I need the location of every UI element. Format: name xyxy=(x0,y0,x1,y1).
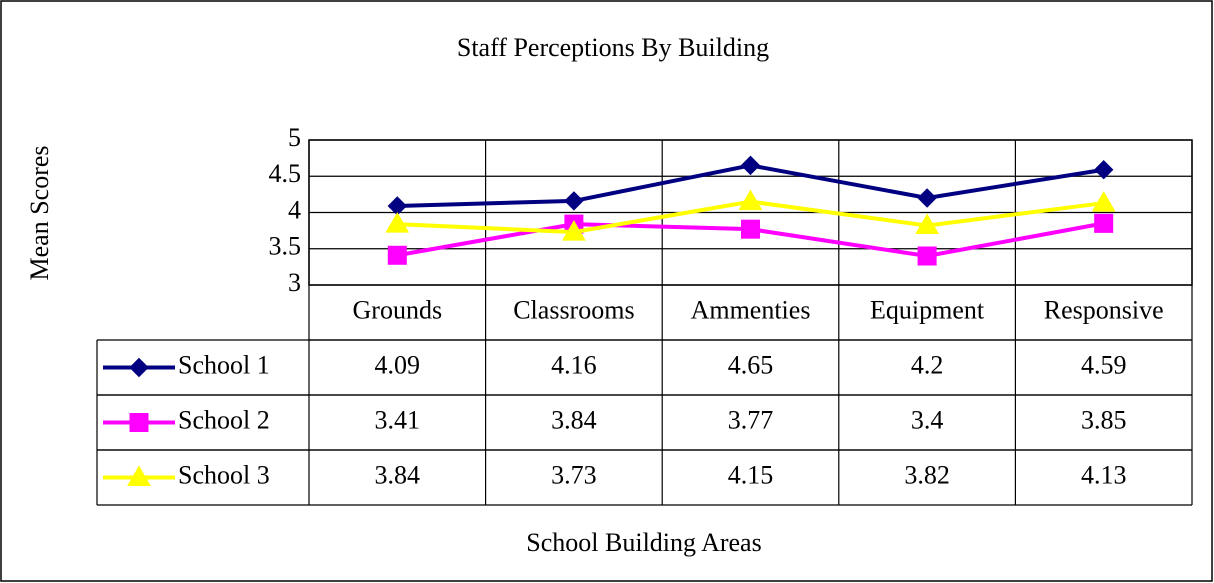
table-value: 4.13 xyxy=(1081,460,1127,489)
y-tick-label: 3.5 xyxy=(269,232,302,261)
data-point xyxy=(740,155,761,176)
data-point xyxy=(1093,160,1114,180)
data-point xyxy=(915,213,939,235)
table-value: 3.4 xyxy=(911,405,944,434)
legend-marker xyxy=(127,465,151,486)
legend-marker xyxy=(129,413,149,432)
table-value: 4.59 xyxy=(1081,350,1127,379)
legend-marker xyxy=(129,357,149,378)
x-tick-label: Equipment xyxy=(870,295,985,324)
table-value: 4.2 xyxy=(911,350,944,379)
data-point xyxy=(564,191,584,211)
chart-title: Staff Perceptions By Building xyxy=(457,33,769,62)
data-point xyxy=(385,212,410,233)
data-point xyxy=(741,219,760,239)
x-tick-label: Grounds xyxy=(353,295,443,324)
legend-label: School 3 xyxy=(178,460,270,489)
table-value: 4.16 xyxy=(551,350,597,379)
table-value: 3.82 xyxy=(904,460,950,489)
x-tick-label: Ammenties xyxy=(691,295,811,324)
table-value: 4.09 xyxy=(375,350,421,379)
table-value: 4.65 xyxy=(728,350,774,379)
table-value: 3.73 xyxy=(551,460,597,489)
y-tick-label: 4.5 xyxy=(269,159,302,188)
data-point xyxy=(1091,191,1116,212)
legend-label: School 1 xyxy=(178,350,270,379)
data-point xyxy=(917,188,937,208)
legend-label: School 2 xyxy=(178,405,270,434)
x-axis-title: School Building Areas xyxy=(526,528,761,557)
table-value: 4.15 xyxy=(728,460,774,489)
table-value: 3.84 xyxy=(375,460,421,489)
table-value: 3.84 xyxy=(551,405,597,434)
y-axis-title: Mean Scores xyxy=(25,145,54,280)
x-tick-label: Classrooms xyxy=(513,295,634,324)
data-point xyxy=(1094,213,1114,233)
data-point xyxy=(917,246,937,266)
data-point xyxy=(738,189,763,211)
x-tick-label: Responsive xyxy=(1044,295,1164,324)
data-point xyxy=(562,220,586,241)
data-point xyxy=(387,245,407,265)
table-value: 3.41 xyxy=(375,405,421,434)
table-value: 3.77 xyxy=(728,405,774,434)
y-tick-label: 5 xyxy=(288,123,301,152)
table-value: 3.85 xyxy=(1081,405,1127,434)
y-tick-label: 4 xyxy=(288,195,301,224)
y-tick-label: 3 xyxy=(288,268,301,297)
plot-frame xyxy=(308,139,1193,286)
